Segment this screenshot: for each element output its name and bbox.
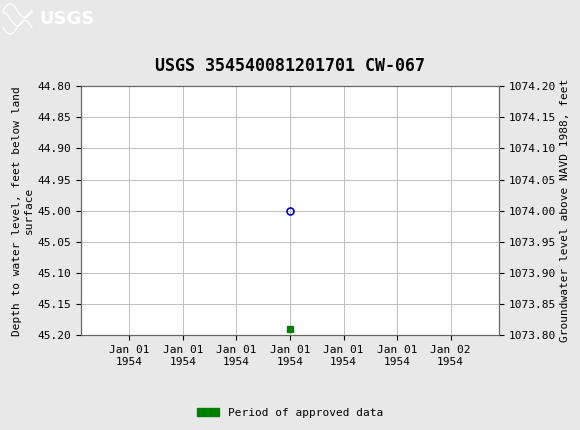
Text: USGS: USGS (39, 10, 95, 28)
Y-axis label: Depth to water level, feet below land
surface: Depth to water level, feet below land su… (12, 86, 34, 335)
Y-axis label: Groundwater level above NAVD 1988, feet: Groundwater level above NAVD 1988, feet (560, 79, 570, 342)
Legend: Period of approved data: Period of approved data (193, 403, 387, 422)
Text: USGS 354540081201701 CW-067: USGS 354540081201701 CW-067 (155, 57, 425, 75)
